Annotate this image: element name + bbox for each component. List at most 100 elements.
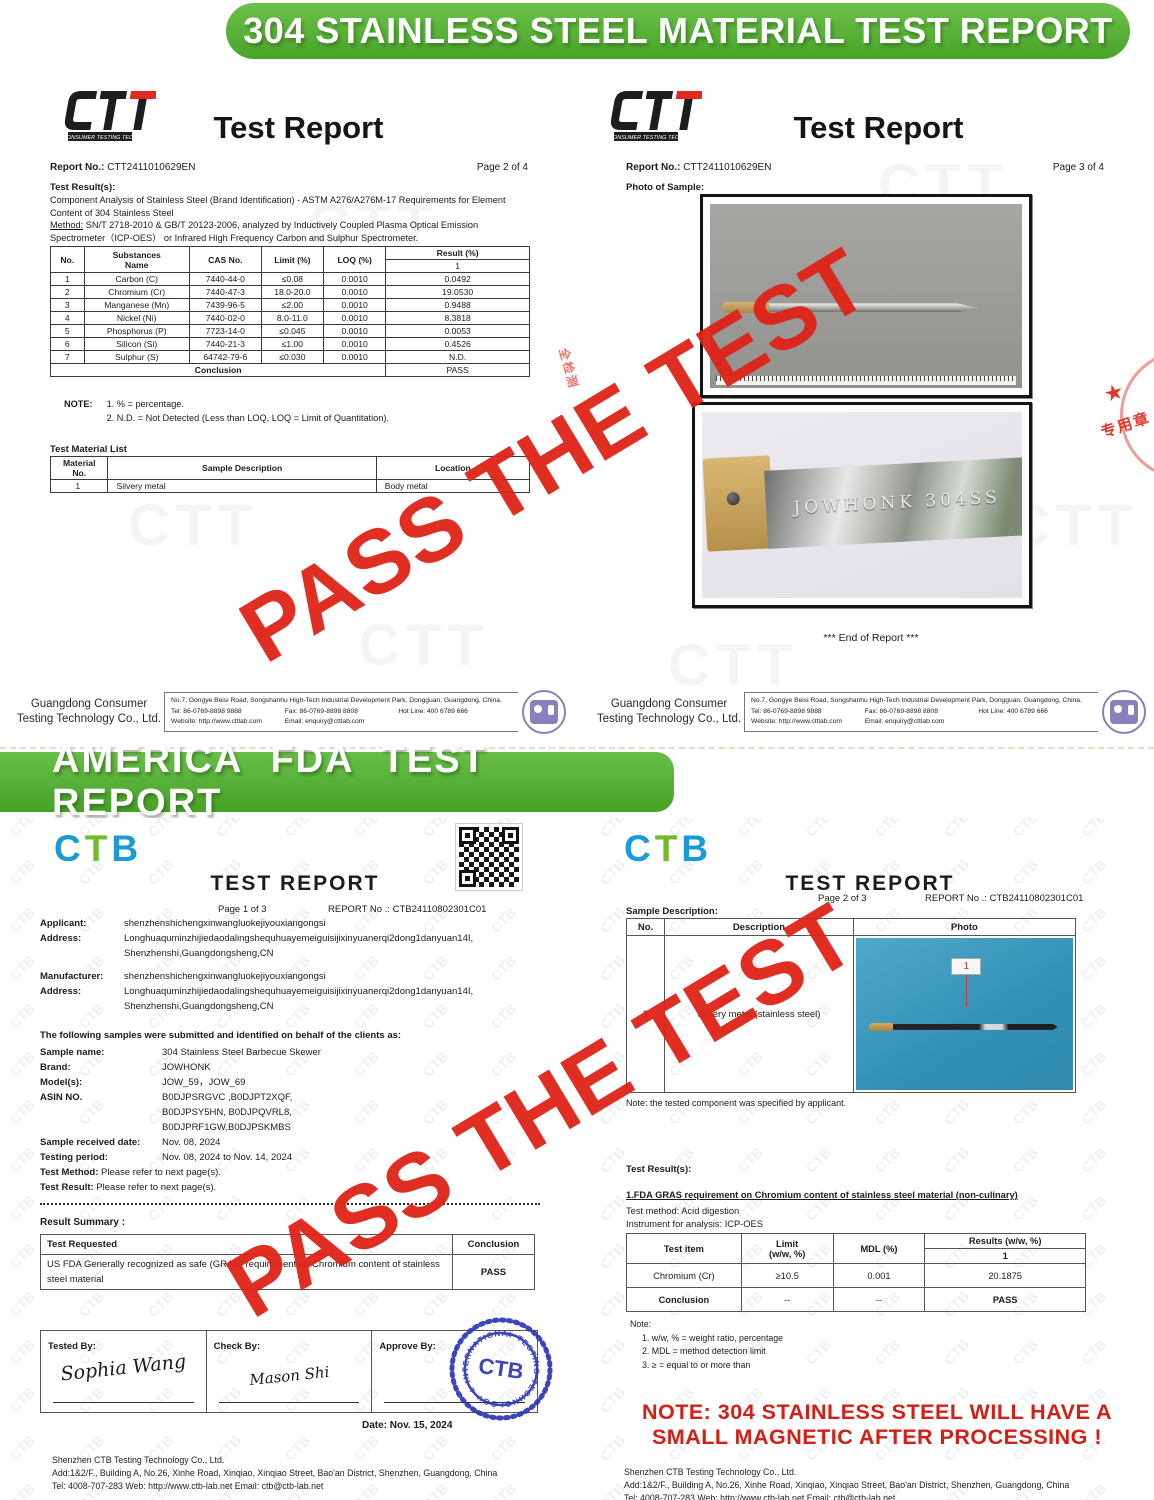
table-cell: 0.0010 (322, 272, 387, 286)
ctb-logo: CTB (624, 828, 713, 869)
ctt-website: Website: http://www.cttlab.com (751, 718, 842, 726)
table-cell: 2 (50, 285, 85, 299)
table-cell: Carbon (C) (83, 272, 190, 286)
ctt-fax: Fax: 86-0769-8898 8808 (284, 707, 358, 715)
sample-photo: 1 (855, 938, 1073, 1090)
test-method: Please refer to next page(s). (98, 1167, 221, 1178)
ctt-tel: Tel: 86-0769-8898 9888 (751, 707, 822, 715)
report-date: Date: Nov. 15, 2024 (362, 1420, 453, 1431)
table-cell: 18.0-20.0 (260, 285, 325, 299)
table-row: 7 Sulphur (S) 64742-79-6 ≤0.030 0.0010 N.D. (50, 350, 530, 364)
cttlab-seal-icon (522, 690, 566, 734)
ctb-logo: CTB (54, 828, 143, 869)
ctt-logo: CONSUMER TESTING TECH (602, 86, 704, 147)
table-cell: Silvery metal (107, 479, 377, 493)
ctt-report-page2: CTT CTT CTT CONSUMER TESTING TECH Test R… (8, 72, 574, 746)
table-cell: 0.0053 (385, 324, 530, 338)
table-cell: 0.0010 (322, 337, 387, 351)
table-row: 6 Silicon (Si) 7440-21-3 ≤1.00 0.0010 0.4526 (50, 337, 530, 351)
sample-name: 304 Stainless Steel Barbecue Skewer (162, 1047, 321, 1058)
instrument-line: Instrument for analysis: ICP-OES (626, 1219, 763, 1229)
svg-text:CONSUMER TESTING TECH: CONSUMER TESTING TECH (63, 135, 137, 141)
report-no: REPORT No .: CTB24110802301C01 (925, 893, 1084, 904)
table-cell: 8.0-11.0 (260, 311, 325, 325)
test-method-line: Test method: Acid digestion (626, 1206, 740, 1216)
sample-no: 2 (625, 935, 666, 1093)
table-cell: ≤2.00 (260, 298, 325, 312)
table-cell: 0.0010 (322, 350, 387, 364)
results-notes: Note: 1. w/w, % = weight ratio, percenta… (630, 1319, 784, 1370)
table-cell: 0.9488 (385, 298, 530, 312)
table-cell: 0.0010 (322, 324, 387, 338)
models: JOW_59，JOW_69 (162, 1077, 246, 1088)
report-no-line: Report No.: CTT2411010629EN Page 2 of 4 (50, 162, 528, 173)
test-results-label: Test Result(s): (626, 1164, 692, 1175)
table-cell: ≤0.045 (260, 324, 325, 338)
table-cell: 5 (50, 324, 85, 338)
manufacturer-value: shenzhenshichengxinwangluokejiyouxiangon… (124, 971, 326, 982)
conclusion-label: Conclusion (49, 363, 387, 377)
ctt-address: No.7, Gongye Beisi Road, Songshanhu High… (751, 697, 1082, 705)
banner-304-stainless: 304 STAINLESS STEEL MATERIAL TEST REPORT (226, 3, 1130, 59)
photo-note: Note: the tested component was specified… (626, 1098, 847, 1108)
photo-tag-1: 1 (951, 957, 982, 975)
testing-period: Nov. 08, 2024 to Nov. 14, 2024 (162, 1152, 293, 1163)
skewer-handle-closeup (702, 454, 775, 552)
ctt-address: No.7, Gongye Beisi Road, Songshanhu High… (171, 697, 502, 705)
report-no: CTT2411010629EN (683, 162, 772, 173)
conclusion-label: Conclusion (626, 1287, 742, 1312)
table-cell: 1 (50, 272, 85, 286)
note-lines: 1. % = percentage. 2. N.D. = Not Detecte… (106, 399, 389, 423)
table-cell: Silicon (Si) (83, 337, 190, 351)
note-label: NOTE: (64, 399, 93, 409)
report-no-label: Report No.: (626, 162, 681, 173)
ctt-email: Email: enquiry@cttlab.com (864, 718, 945, 726)
test-item: Chromium (Cr) (626, 1263, 742, 1288)
ctb-footer: Shenzhen CTB Testing Technology Co., Ltd… (624, 1467, 1070, 1500)
page-number: Page 1 of 3 (218, 904, 267, 915)
table-cell: 0.0010 (322, 285, 387, 299)
ruler (716, 376, 1016, 385)
table-cell: 0.0010 (322, 311, 387, 325)
rivet (726, 491, 740, 506)
table-cell: 64742-79-6 (188, 350, 262, 364)
ctt-website: Website: http://www.cttlab.com (171, 718, 262, 726)
skewer-blade (769, 303, 979, 313)
ctt-watermark: CTT (668, 632, 799, 699)
test-requested: US FDA Generally recognized as safe (GRA… (40, 1254, 453, 1290)
material-table: Material No. Sample Description Location… (49, 456, 531, 493)
ctt-footer: Guangdong Consumer Testing Technology Co.… (594, 690, 1146, 734)
summary-conclusion: PASS (452, 1254, 535, 1290)
gras-heading: 1.FDA GRAS requirement on Chromium conte… (626, 1190, 1018, 1200)
table-cell: 19.0530 (385, 285, 530, 299)
ctt-watermark: CTT (358, 612, 489, 679)
skewer-handle (722, 301, 773, 313)
table-cell: Nickel (Ni) (83, 311, 190, 325)
table-cell: 7723-14-0 (188, 324, 262, 338)
results-table: Test item Limit (w/w, %) MDL (%) Results… (626, 1233, 1086, 1312)
report-no: CTT2411010629EN (107, 162, 196, 173)
sample-received-date: Nov. 08, 2024 (162, 1137, 221, 1148)
table-row: 3 Manganese (Mn) 7439-96-5 ≤2.00 0.0010 0.948… (50, 298, 530, 312)
signature-block: Tested By: Sophia Wang Check By: Mason S… (40, 1308, 553, 1421)
ctb-report-page1: CTB CTB CTB CTB CTB CTB CTB CTB CTB CTB CTB CTB CTB C… (10, 818, 570, 1500)
table-cell: 4 (50, 311, 85, 325)
ctt-footer-contacts: No.7, Gongye Beisi Road, Songshanhu High… (164, 692, 518, 732)
asin-list: B0DJPSRGVC ,B0DJPT2XQF, B0DJPSY5HN, B0DJP… (162, 1092, 293, 1133)
table-cell: 6 (50, 337, 85, 351)
table-cell: ≤0.030 (260, 350, 325, 364)
photo-of-sample-label: Photo of Sample: (626, 182, 705, 193)
svg-text:CTB: CTB (477, 1353, 525, 1384)
sample-description-label: Sample Description: (626, 906, 718, 917)
engraved-brand-text: JOWHONK 304SS (793, 487, 1002, 519)
report-fields: Applicant: shenzhenshichengxinwangluokeji… (40, 916, 540, 1290)
sample-photo-cell: 1 (852, 935, 1077, 1093)
approve-by-cell: Approve By: ★ TESTING TECHNOLOGY ★ INTER… (371, 1308, 553, 1421)
table-cell: Body metal (375, 479, 531, 493)
photo-tag-line (966, 974, 968, 1007)
report-title: TEST REPORT (785, 872, 955, 895)
section-divider (0, 747, 1154, 749)
tested-by-signature: Sophia Wang (59, 1350, 188, 1386)
page-number: Page 2 of 3 (818, 893, 867, 904)
table-cell: Manganese (Mn) (83, 298, 190, 312)
